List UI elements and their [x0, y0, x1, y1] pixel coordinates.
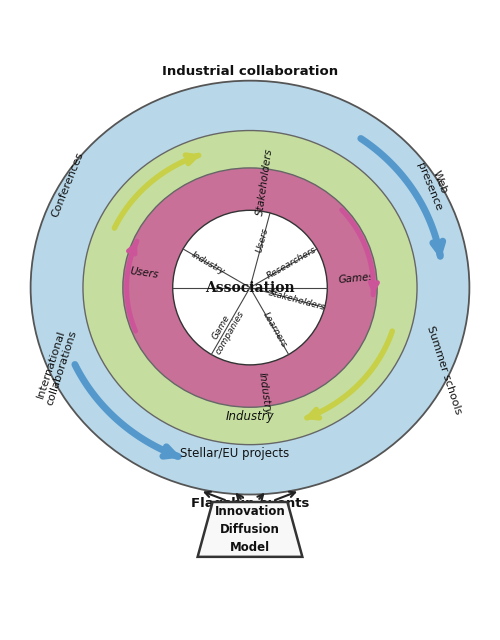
Text: Summer schools: Summer schools: [426, 325, 464, 416]
Polygon shape: [198, 502, 302, 557]
Text: Flagship events: Flagship events: [191, 497, 309, 510]
Text: Innovation
Diffusion
Model: Innovation Diffusion Model: [214, 505, 286, 554]
Text: Game
companies: Game companies: [205, 304, 246, 356]
Text: Industrial collaboration: Industrial collaboration: [162, 65, 338, 78]
Text: Users: Users: [255, 227, 270, 254]
Circle shape: [172, 211, 328, 365]
Ellipse shape: [83, 131, 417, 445]
Text: Stellar/EU projects: Stellar/EU projects: [180, 447, 290, 460]
Text: Web
presence: Web presence: [414, 156, 454, 212]
Ellipse shape: [123, 168, 377, 407]
Text: Conferences: Conferences: [50, 150, 86, 218]
Text: Stakeholders: Stakeholders: [255, 147, 274, 216]
Text: Users: Users: [129, 266, 159, 280]
Text: Industry: Industry: [190, 250, 226, 276]
Ellipse shape: [30, 81, 469, 495]
Text: Stakeholders: Stakeholders: [268, 288, 326, 312]
Text: Researchers: Researchers: [266, 245, 318, 281]
Text: International
collaborations: International collaborations: [34, 326, 79, 407]
Text: Learners: Learners: [260, 310, 288, 349]
Text: Industry: Industry: [257, 372, 273, 415]
Text: Industry: Industry: [226, 410, 274, 423]
Text: Association: Association: [205, 280, 295, 294]
Text: Games: Games: [338, 272, 376, 285]
